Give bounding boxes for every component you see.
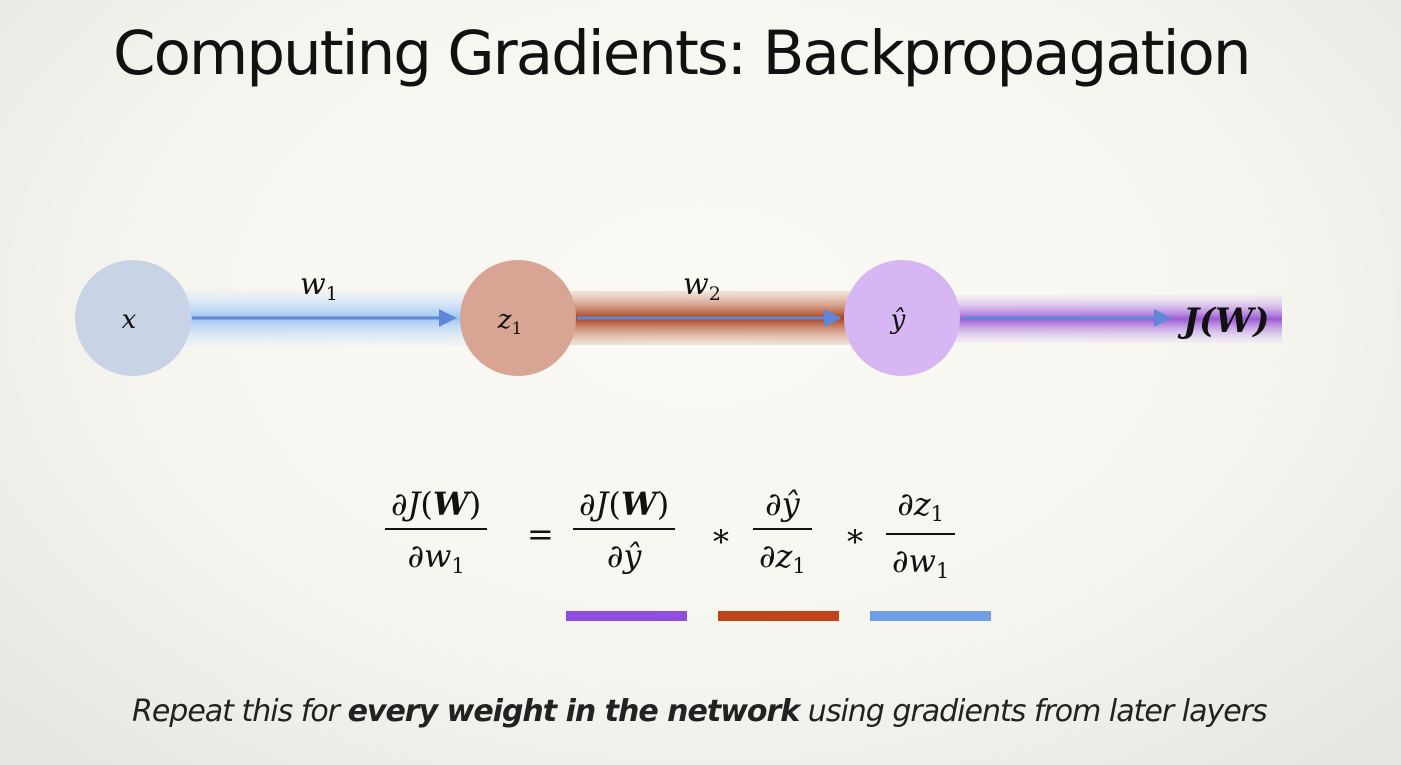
node-yhat — [844, 260, 960, 376]
term3-numerator: ∂z1 — [897, 485, 945, 526]
edge-label-w1: w1 — [300, 267, 338, 305]
node-z1-sub: 1 — [511, 319, 522, 339]
edge-label-w1-sub: 1 — [326, 283, 338, 305]
slide-title: Computing Gradients: Backpropagation — [113, 18, 1252, 89]
edge-label-w2: w2 — [683, 267, 721, 305]
lhs-fraction: ∂J(W) ∂w1 — [385, 485, 488, 577]
term3-fraction: ∂z1 ∂w1 — [886, 485, 956, 582]
node-x — [75, 260, 191, 376]
term1-denominator: ∂ŷ — [573, 528, 676, 572]
term3-color-bar — [870, 611, 991, 621]
output-label: J(W) — [1177, 301, 1269, 341]
times-sign-2: * — [847, 523, 863, 561]
node-z1 — [460, 260, 576, 376]
caption-part-2: using gradients from later layers — [799, 694, 1268, 729]
caption-part-1: Repeat this for — [132, 694, 348, 729]
term2-numerator: ∂ŷ — [765, 485, 800, 523]
caption-bold: every weight in the network — [347, 694, 801, 729]
edge-label-w2-sub: 2 — [709, 283, 721, 305]
term2-denominator: ∂z1 — [753, 528, 812, 577]
node-x-label: x — [122, 305, 137, 335]
lhs-numerator: ∂J(W) — [391, 485, 482, 523]
term1-color-bar — [566, 611, 687, 621]
node-z1-label: z1 — [497, 305, 523, 339]
node-yhat-label: ŷ — [890, 305, 906, 335]
network-diagram: x z1 ŷ w1 w2 J(W) — [75, 260, 1282, 376]
term1-fraction: ∂J(W) ∂ŷ — [573, 485, 676, 572]
term1-numerator: ∂J(W) — [579, 485, 670, 523]
lhs-denominator: ∂w1 — [385, 528, 488, 577]
term2-color-bar — [718, 611, 839, 621]
term3-denominator: ∂w1 — [886, 533, 956, 582]
times-sign-1: * — [713, 523, 729, 561]
term2-fraction: ∂ŷ ∂z1 — [753, 488, 812, 577]
slide-caption: Repeat this for every weight in the netw… — [132, 694, 1268, 729]
equals-sign: = — [527, 515, 554, 553]
